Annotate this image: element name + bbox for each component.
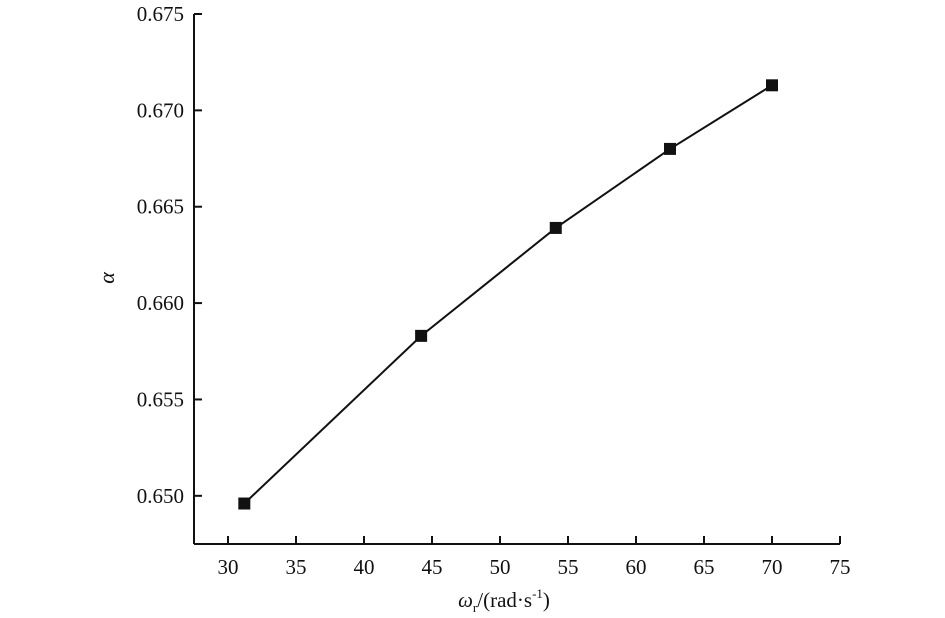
x-axis-unit-suffix: ) xyxy=(543,588,550,612)
x-tick-label: 60 xyxy=(626,555,647,579)
x-tick-label: 75 xyxy=(830,555,851,579)
x-axis-title: ωr/(rad·s-1) xyxy=(458,586,550,615)
x-tick-label: 35 xyxy=(286,555,307,579)
axis-titles: α ωr/(rad·s-1) xyxy=(94,272,550,615)
x-tick-label: 50 xyxy=(490,555,511,579)
data-point-marker xyxy=(664,142,676,155)
y-tick-label: 0.675 xyxy=(137,2,184,26)
series-group xyxy=(238,79,778,510)
x-tick-label: 55 xyxy=(558,555,579,579)
data-point-marker xyxy=(415,329,428,342)
axes: 0.650 0.655 0.660 0.665 0.670 0.675 30 35 40 45 50… xyxy=(137,2,851,579)
x-axis-exponent: -1 xyxy=(532,586,543,601)
data-point-marker xyxy=(766,79,778,92)
data-point-marker xyxy=(549,221,562,234)
x-tick-label: 30 xyxy=(218,555,239,579)
series-line xyxy=(243,84,773,505)
data-point-marker xyxy=(238,497,251,510)
y-tick-label: 0.650 xyxy=(137,484,184,508)
x-tick-label: 70 xyxy=(762,555,783,579)
x-tick-label: 65 xyxy=(694,555,715,579)
x-axis-symbol: ω xyxy=(458,588,473,612)
y-tick-label: 0.655 xyxy=(137,387,184,411)
x-axis-unit-prefix: /(rad·s xyxy=(477,588,532,612)
y-axis-title: α xyxy=(94,272,119,284)
y-tick-label: 0.660 xyxy=(137,291,184,315)
x-axis-subscript: r xyxy=(473,600,478,615)
x-tick-label: 40 xyxy=(354,555,375,579)
x-tick-label: 45 xyxy=(422,555,443,579)
y-tick-label: 0.665 xyxy=(137,195,184,219)
y-tick-label: 0.670 xyxy=(137,98,184,122)
